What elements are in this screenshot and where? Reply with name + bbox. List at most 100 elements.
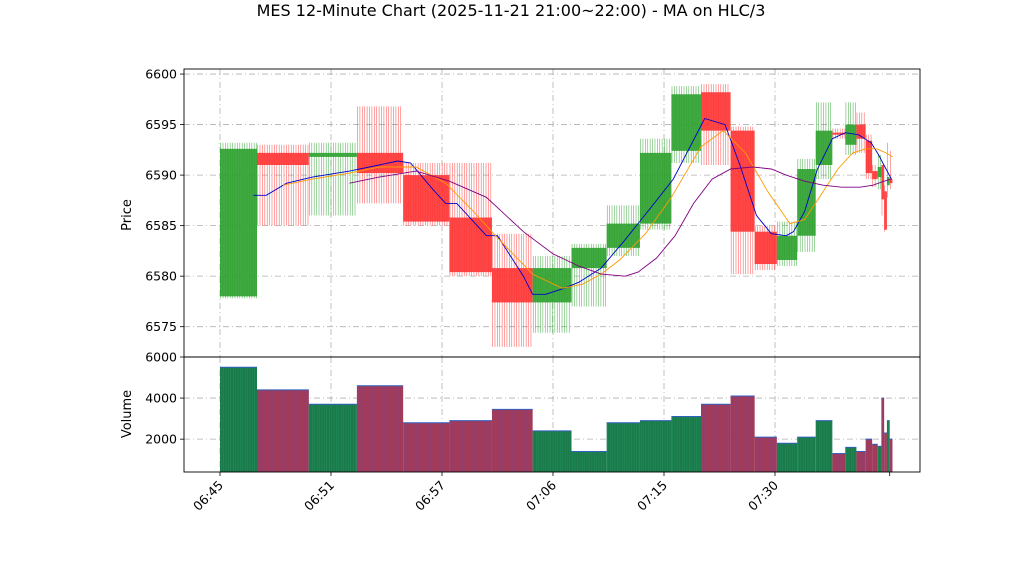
x-tick-label: 06:57 [412, 478, 448, 514]
candles [220, 84, 893, 347]
volume-bar [884, 432, 887, 472]
candle [449, 162, 492, 277]
candle-body [754, 231, 777, 265]
candle-body [884, 191, 887, 230]
candle-body [220, 148, 257, 297]
price-axis-label: Price [120, 199, 135, 231]
volume-bar [889, 438, 893, 472]
candle-body [639, 152, 672, 224]
price-tick-label: 6595 [145, 117, 177, 132]
candle [856, 112, 866, 153]
volume-bar [877, 445, 882, 472]
volume-bar-fill [877, 446, 882, 472]
candle [308, 142, 357, 216]
volume-bar [532, 430, 572, 472]
candle [356, 106, 404, 204]
candle-body [832, 132, 846, 135]
volume-bar-fill [403, 422, 450, 472]
candle-body [730, 130, 755, 232]
volume-bar [730, 395, 755, 472]
volume-bar [886, 420, 890, 472]
candle-body [701, 92, 731, 131]
volume-bar-fill [776, 443, 798, 472]
volume-bars [220, 366, 893, 472]
price-tick-label: 6600 [145, 67, 177, 82]
volume-bar [308, 403, 357, 472]
candle-body [356, 152, 404, 174]
candle-body [776, 235, 798, 260]
volume-bar [639, 420, 672, 472]
price-tick-label: 6580 [145, 269, 177, 284]
volume-bar [671, 416, 701, 472]
volume-bar [257, 389, 309, 472]
candle [532, 255, 572, 333]
candle [754, 225, 777, 271]
volume-bar [403, 422, 450, 472]
candle-body [308, 152, 357, 157]
candle-body [403, 175, 450, 222]
volume-bar-fill [832, 453, 846, 472]
x-tick-label: 07:06 [523, 477, 559, 513]
volume-bar-fill [845, 447, 857, 472]
chart-title: MES 12-Minute Chart (2025-11-21 21:00~22… [257, 1, 766, 20]
candle [701, 84, 731, 165]
volume-bar-fill [872, 444, 878, 472]
volume-bar [356, 385, 404, 472]
volume-tick-label: 4000 [145, 391, 177, 406]
volume-bar-fill [797, 437, 816, 472]
volume-tick-label: 2000 [145, 432, 177, 447]
price-tick-label: 6575 [145, 319, 177, 334]
candle-body [881, 165, 885, 200]
volume-bar-fill [701, 404, 731, 472]
candle [845, 102, 857, 155]
volume-bar [776, 442, 798, 472]
candle [889, 150, 893, 190]
x-tick-label: 06:45 [190, 478, 226, 514]
candle [865, 134, 873, 180]
volume-bar [606, 422, 640, 472]
moving-average-line [282, 130, 893, 289]
candle [872, 165, 878, 188]
candle-body [257, 152, 309, 165]
candle [797, 158, 816, 252]
candle [815, 102, 833, 180]
candle [671, 86, 701, 163]
candle-body [797, 169, 816, 236]
volume-bar-fill [571, 451, 607, 472]
price-tick-label: 6590 [145, 168, 177, 183]
volume-tick-label: 6000 [145, 350, 177, 365]
candle [220, 142, 257, 299]
volume-bar-fill [671, 416, 701, 472]
volume-bar [571, 450, 607, 472]
candle-body [886, 177, 890, 186]
moving-average-line [349, 166, 892, 277]
volume-bar [449, 420, 492, 472]
x-tick-label: 07:15 [634, 478, 670, 514]
volume-bar-fill [356, 385, 404, 472]
price-tick-label: 6585 [145, 218, 177, 233]
volume-bar-fill [606, 422, 640, 472]
x-tick-label: 07:30 [745, 477, 781, 513]
volume-bar [832, 453, 846, 472]
volume-bar-fill [856, 451, 866, 472]
volume-bar [491, 408, 533, 472]
candle [881, 165, 885, 216]
candle-body [671, 94, 701, 151]
candle [730, 126, 755, 275]
volume-bar [881, 397, 885, 472]
candle [776, 221, 798, 267]
candle [491, 233, 533, 347]
volume-bar [797, 436, 816, 472]
volume-bar-fill [220, 367, 257, 472]
moving-average-line [253, 117, 892, 295]
candle [886, 142, 890, 198]
volume-bar [865, 438, 873, 472]
candle-body [491, 268, 533, 303]
moving-averages [253, 117, 893, 295]
candle [832, 128, 846, 139]
volume-bar-fill [754, 437, 777, 472]
candle-body [815, 130, 833, 165]
candle-body [889, 179, 893, 184]
volume-bar [815, 420, 833, 472]
